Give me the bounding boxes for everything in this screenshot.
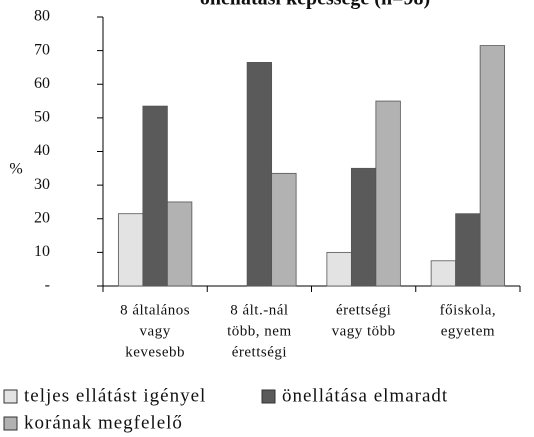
y-tick-label: 40 xyxy=(34,142,50,159)
y-tick-label: 70 xyxy=(34,41,50,58)
y-tick-label: 80 xyxy=(34,8,50,25)
bar xyxy=(350,167,377,287)
bar xyxy=(246,61,273,287)
y-tick-label: 60 xyxy=(34,75,50,92)
legend-label: teljes ellátást igényel xyxy=(24,385,206,406)
bar xyxy=(430,260,457,287)
bar xyxy=(455,213,481,287)
bar xyxy=(326,251,352,287)
bar xyxy=(142,105,168,287)
legend-swatch xyxy=(3,416,18,431)
y-tick-label: 10 xyxy=(34,243,50,260)
x-tick-label: vagy több xyxy=(332,323,396,339)
y-tick-label: 20 xyxy=(34,209,50,226)
bar xyxy=(271,172,297,287)
x-tick-label: vagy xyxy=(140,323,171,339)
bar xyxy=(375,100,401,287)
x-tick-label: 8 ált.-nál xyxy=(230,302,288,318)
x-tick-label: több, nem xyxy=(227,323,292,339)
y-tick-label: 30 xyxy=(34,176,50,193)
legend-label: korának megfelelő xyxy=(24,412,183,433)
chart-title: önellátási képessége (n=98) xyxy=(200,0,430,10)
x-tick-label: érettségi xyxy=(336,302,391,318)
legend-label: önellátása elmaradt xyxy=(282,385,448,406)
x-tick-label: érettségi xyxy=(232,344,287,360)
y-axis-label: % xyxy=(9,161,22,178)
x-tick-label: egyetem xyxy=(441,323,495,339)
legend-swatch xyxy=(3,389,18,404)
x-tick-label: főiskola, xyxy=(440,302,497,318)
x-tick-label: 8 általános xyxy=(120,302,190,318)
bar xyxy=(479,45,506,287)
y-tick-label: - xyxy=(45,277,50,294)
bar xyxy=(117,213,144,287)
bar xyxy=(166,201,193,287)
x-tick-label: kevesebb xyxy=(125,344,185,360)
y-tick-label: 50 xyxy=(34,109,50,126)
legend-swatch xyxy=(261,389,276,404)
